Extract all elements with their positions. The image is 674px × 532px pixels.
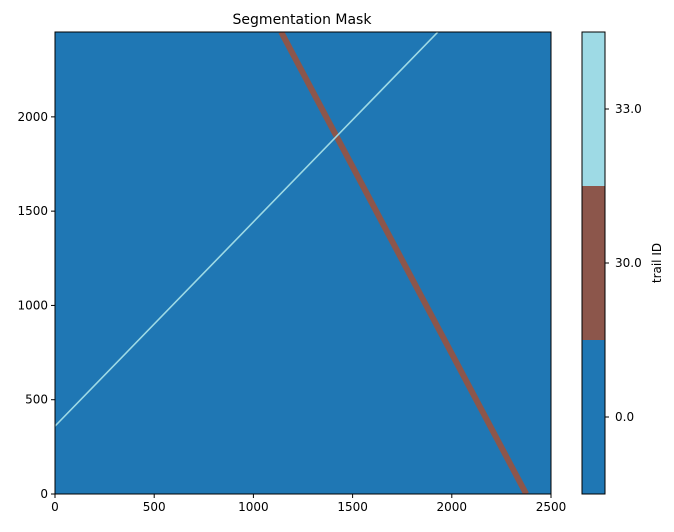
y-tick-label: 2000 [17,110,48,124]
y-tick-label: 500 [25,393,48,407]
colorbar-label: trail ID [650,243,664,283]
x-axis: 0 500 1000 1500 2000 2500 [51,494,566,514]
mask-background [55,32,551,494]
colorbar-tick-label: 30.0 [615,256,642,270]
y-axis: 0 500 1000 1500 2000 [17,110,55,501]
x-tick-label: 500 [143,500,166,514]
x-tick-label: 0 [51,500,59,514]
trails [55,32,529,494]
y-tick-label: 0 [40,487,48,501]
x-tick-label: 1000 [238,500,269,514]
x-tick-label: 1500 [337,500,368,514]
colorbar-segment-2 [582,32,605,186]
colorbar-segment-0 [582,340,605,494]
plot-frame [54,31,552,495]
chart-title: Segmentation Mask [233,12,373,28]
y-tick-label: 1500 [17,204,48,218]
colorbar-segment-1 [582,186,605,340]
trail-0 [278,32,529,494]
colorbar-tick-label: 0.0 [615,410,634,424]
colorbar-ticks: 0.0 30.0 33.0 [605,102,642,424]
x-tick-label: 2000 [437,500,468,514]
x-tick-label: 2500 [536,500,567,514]
trail-1 [55,32,439,427]
colorbar [582,32,605,494]
colorbar-tick-label: 33.0 [615,102,642,116]
y-tick-label: 1000 [17,298,48,312]
